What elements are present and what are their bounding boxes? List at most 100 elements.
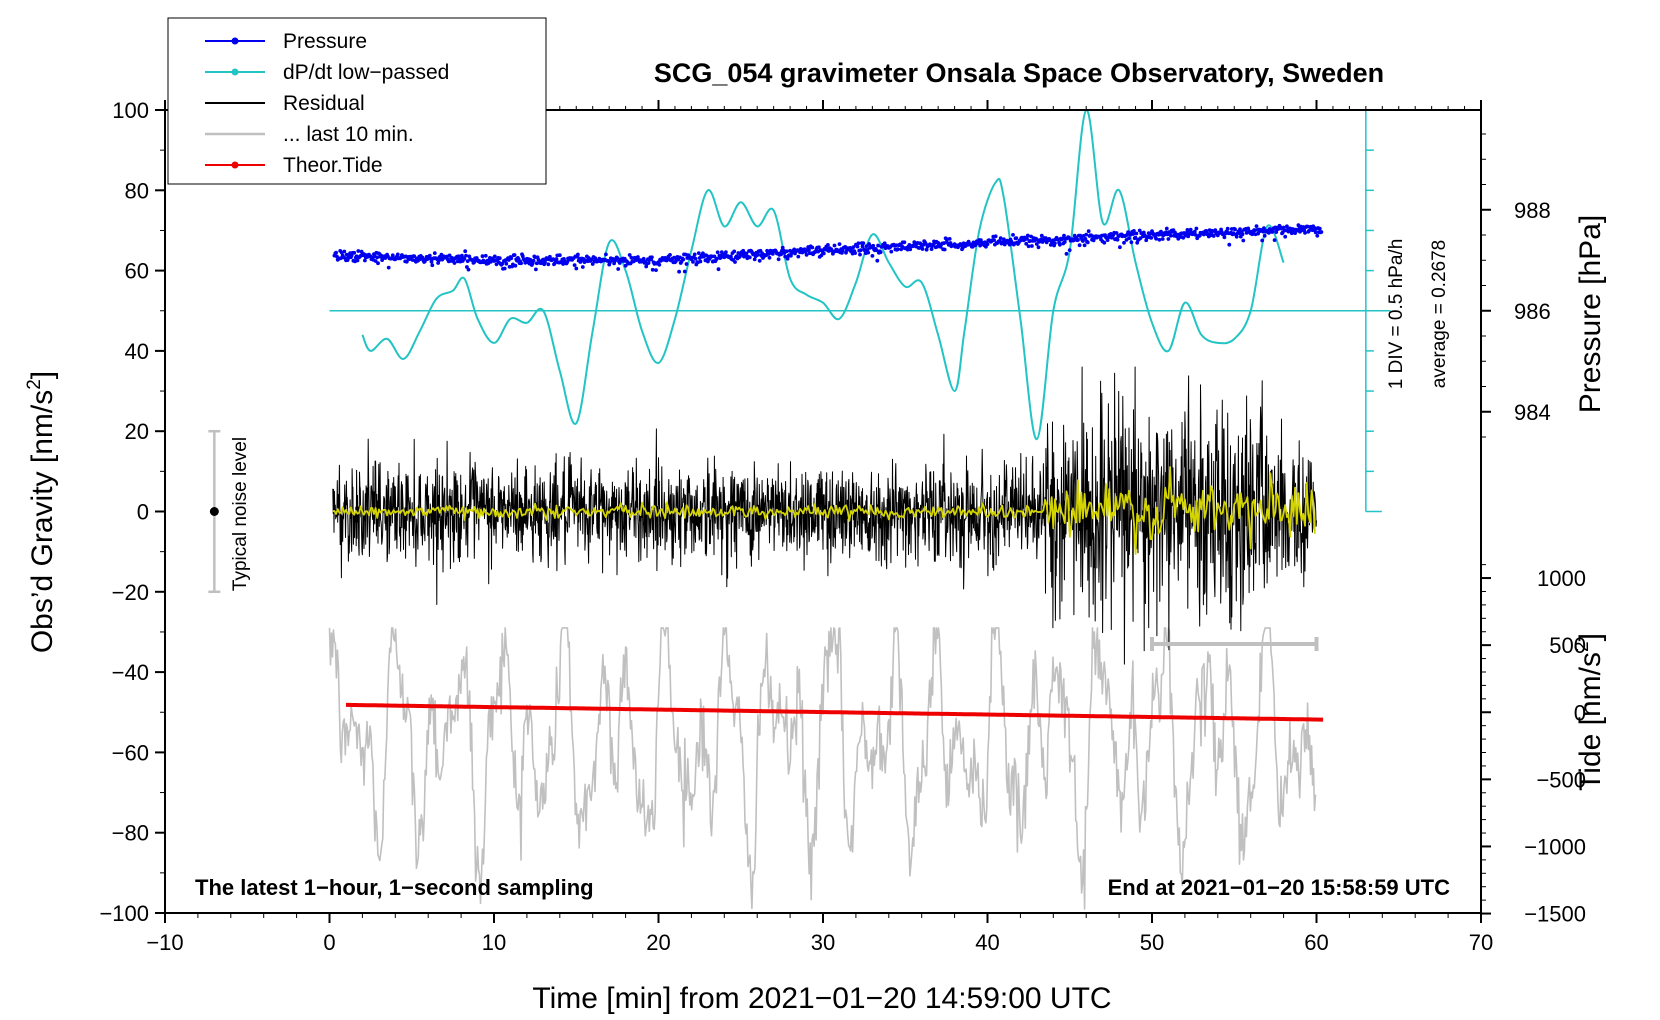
- pressure-point: [504, 261, 509, 266]
- pressure-point: [636, 255, 640, 259]
- pressure-point: [334, 250, 338, 255]
- x-axis-ticks: −10 0 10 20 30 40 50 60 70: [146, 100, 1493, 955]
- pressure-point: [1211, 234, 1216, 238]
- pressure-point: [492, 254, 497, 259]
- y-tick-label: −40: [112, 660, 149, 685]
- pressure-point: [1317, 226, 1322, 231]
- tide-tick-label: 500: [1549, 633, 1586, 658]
- pressure-point: [744, 251, 749, 256]
- pressure-point: [1169, 233, 1173, 238]
- pressure-point: [752, 257, 757, 262]
- pressure-point: [1319, 230, 1324, 234]
- pressure-point: [1194, 226, 1199, 231]
- pressure-point: [580, 265, 585, 269]
- pressure-point: [1181, 235, 1186, 240]
- pressure-point: [856, 241, 861, 246]
- legend-box: [167, 17, 547, 185]
- pressure-point: [557, 253, 562, 258]
- annotation-latest-hour: The latest 1−hour, 1−second sampling: [195, 875, 594, 900]
- pressure-point: [650, 255, 654, 260]
- x-tick-label: 40: [975, 930, 999, 955]
- pressure-point: [1166, 237, 1171, 241]
- pressure-point: [376, 261, 380, 266]
- pressure-point: [692, 252, 697, 257]
- pressure-point: [729, 254, 733, 259]
- pressure-point: [889, 249, 894, 254]
- average-label: average = 0.2678: [1429, 240, 1450, 388]
- y-tick-label: −60: [112, 740, 149, 765]
- pressure-point: [462, 257, 467, 261]
- pressure-point: [1102, 240, 1107, 245]
- residual-smoothed-series: [332, 466, 1316, 555]
- pressure-point: [1234, 234, 1239, 239]
- pressure-point: [1030, 244, 1034, 248]
- pressure-point: [693, 256, 698, 261]
- pressure-point: [1254, 224, 1259, 229]
- pressure-tick-label: 988: [1514, 198, 1551, 223]
- tide-tick-label: 0: [1574, 700, 1586, 725]
- pressure-point: [1133, 235, 1138, 240]
- x-tick-label: 20: [646, 930, 670, 955]
- pressure-point: [1225, 226, 1230, 231]
- annotation-end-time: End at 2021−01−20 15:58:59 UTC: [1108, 875, 1451, 900]
- pressure-tick-label: 986: [1514, 299, 1551, 324]
- pressure-point: [1266, 231, 1271, 235]
- pressure-point: [1272, 238, 1277, 243]
- pressure-point: [429, 259, 434, 264]
- pressure-point: [668, 253, 672, 257]
- pressure-point: [878, 250, 883, 255]
- pressure-point: [876, 243, 880, 248]
- pressure-point: [851, 245, 856, 250]
- pressure-point: [1034, 242, 1039, 246]
- pressure-point: [810, 245, 815, 250]
- pressure-point: [355, 258, 360, 263]
- pressure-point: [1024, 241, 1029, 246]
- pressure-point: [826, 243, 830, 247]
- x-tick-label: 70: [1469, 930, 1493, 955]
- pressure-point: [641, 256, 646, 261]
- pressure-point: [1260, 238, 1265, 243]
- pressure-point: [1129, 240, 1134, 245]
- pressure-point: [512, 253, 517, 257]
- pressure-point: [548, 254, 552, 259]
- pressure-point: [858, 252, 862, 257]
- pressure-point: [554, 257, 559, 261]
- pressure-point: [837, 242, 842, 247]
- pressure-point: [1058, 242, 1062, 247]
- pressure-point: [373, 259, 378, 263]
- pressure-point: [531, 258, 536, 263]
- pressure-point: [1053, 241, 1057, 246]
- pressure-point: [779, 252, 783, 257]
- chart-title: SCG_054 gravimeter Onsala Space Observat…: [654, 58, 1384, 88]
- pressure-axis-ticks: 988 986 984: [1481, 133, 1551, 438]
- pressure-point: [1131, 232, 1135, 236]
- pressure-point: [817, 245, 821, 250]
- pressure-point: [1060, 236, 1065, 241]
- x-tick-label: 30: [811, 930, 835, 955]
- pressure-point: [1159, 229, 1163, 234]
- pressure-point: [657, 262, 662, 267]
- pressure-point: [864, 244, 869, 249]
- pressure-point: [574, 266, 579, 271]
- pressure-point: [1114, 231, 1119, 235]
- pressure-point: [1026, 244, 1031, 249]
- pressure-point: [342, 249, 347, 254]
- pressure-point: [866, 250, 871, 255]
- pressure-point: [1082, 243, 1087, 248]
- pressure-point: [356, 249, 361, 253]
- x-tick-label: 0: [323, 930, 335, 955]
- pressure-point: [1164, 226, 1169, 231]
- pressure-point: [654, 268, 658, 272]
- pressure-point: [1160, 237, 1165, 241]
- pressure-point: [1132, 229, 1136, 233]
- pressure-point: [1289, 231, 1294, 236]
- y-axis-ticks: 100 80 60 40 20 0 −20 −40 −60 −80 −100: [99, 98, 165, 926]
- last-10-min-series: [328, 627, 1317, 910]
- pressure-point: [756, 252, 760, 257]
- pressure-point: [677, 269, 681, 274]
- pressure-point: [691, 260, 695, 264]
- pressure-point: [1213, 228, 1218, 233]
- pressure-point: [716, 267, 721, 272]
- tide-tick-label: −1500: [1524, 902, 1586, 927]
